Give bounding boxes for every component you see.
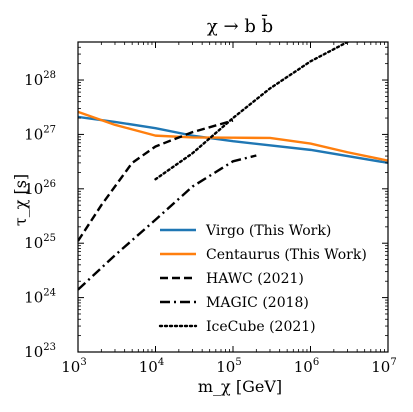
y-tick-label-5: 1028 bbox=[24, 70, 56, 89]
legend-label-3: MAGIC (2018) bbox=[206, 295, 309, 311]
legend-label-0: Virgo (This Work) bbox=[205, 223, 331, 239]
y-tick-label-0: 1023 bbox=[24, 342, 56, 361]
series-lines bbox=[78, 42, 388, 291]
y-tick-label-1: 1024 bbox=[24, 288, 56, 307]
legend: Virgo (This Work) Centaurus (This Work) HA… bbox=[158, 223, 367, 335]
x-tick-label-3: 106 bbox=[294, 357, 319, 376]
x-tick-label-4: 107 bbox=[371, 357, 396, 376]
x-axis: 103 104 105 106 107 bbox=[61, 42, 397, 376]
x-tick-label-2: 105 bbox=[216, 357, 241, 376]
series-line-4 bbox=[154, 42, 349, 181]
y-tick-label-2: 1025 bbox=[24, 233, 56, 252]
y-axis-label: τ_χ [s] bbox=[11, 174, 30, 226]
series-line-0 bbox=[78, 115, 388, 165]
legend-label-1: Centaurus (This Work) bbox=[206, 247, 367, 263]
legend-label-4: IceCube (2021) bbox=[206, 319, 316, 335]
legend-label-2: HAWC (2021) bbox=[206, 271, 304, 287]
x-tick-label-0: 103 bbox=[61, 357, 86, 376]
y-tick-label-4: 1027 bbox=[24, 124, 56, 143]
series-line-3 bbox=[78, 154, 257, 291]
chart-title: χ → b b̄ bbox=[207, 13, 273, 37]
series-line-1 bbox=[78, 110, 388, 162]
y-tick-label-3: 1026 bbox=[24, 179, 56, 198]
y-axis: 1023 1024 1025 1026 1027 1028 bbox=[24, 41, 388, 361]
series-line-2 bbox=[78, 119, 234, 242]
x-tick-label-1: 104 bbox=[139, 357, 164, 376]
x-axis-label: m_χ [GeV] bbox=[198, 377, 282, 396]
